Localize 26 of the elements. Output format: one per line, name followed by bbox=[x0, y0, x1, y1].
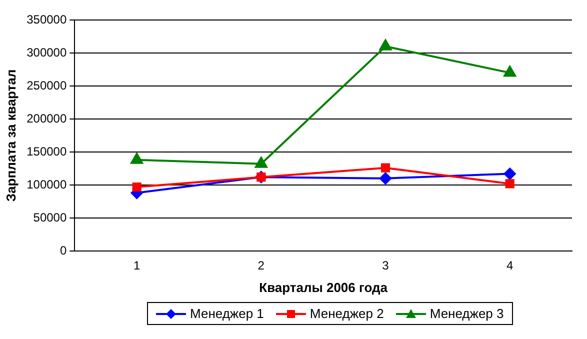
point bbox=[130, 152, 144, 164]
point bbox=[504, 168, 516, 180]
legend-label: Менеджер 2 bbox=[310, 306, 384, 321]
y-tick-label: 200000 bbox=[26, 111, 67, 126]
point bbox=[379, 172, 392, 184]
y-tick-label: 350000 bbox=[26, 12, 67, 26]
x-tick-label: 1 bbox=[133, 258, 140, 273]
x-tick-label: 4 bbox=[506, 258, 514, 273]
y-tick-label: 250000 bbox=[26, 78, 67, 92]
y-axis-title: Зарплата за квартал bbox=[3, 69, 18, 202]
y-tick-label: 50000 bbox=[33, 210, 67, 224]
point bbox=[504, 66, 516, 77]
y-tick-label: 150000 bbox=[26, 144, 67, 158]
legend-label: Менеджер 1 bbox=[190, 306, 264, 321]
x-tick-label: 3 bbox=[382, 258, 390, 273]
y-tick-label: 0 bbox=[60, 243, 67, 258]
point bbox=[132, 182, 142, 192]
point bbox=[379, 39, 392, 50]
x-tick-label: 2 bbox=[258, 258, 265, 273]
y-tick-label: 100000 bbox=[26, 177, 67, 192]
point bbox=[380, 163, 390, 172]
legend-label: Менеджер 3 bbox=[430, 306, 504, 321]
y-tick-label: 300000 bbox=[26, 45, 67, 60]
x-axis-title: Кварталы 2006 года bbox=[259, 280, 388, 295]
point bbox=[254, 156, 268, 168]
point bbox=[505, 179, 514, 188]
